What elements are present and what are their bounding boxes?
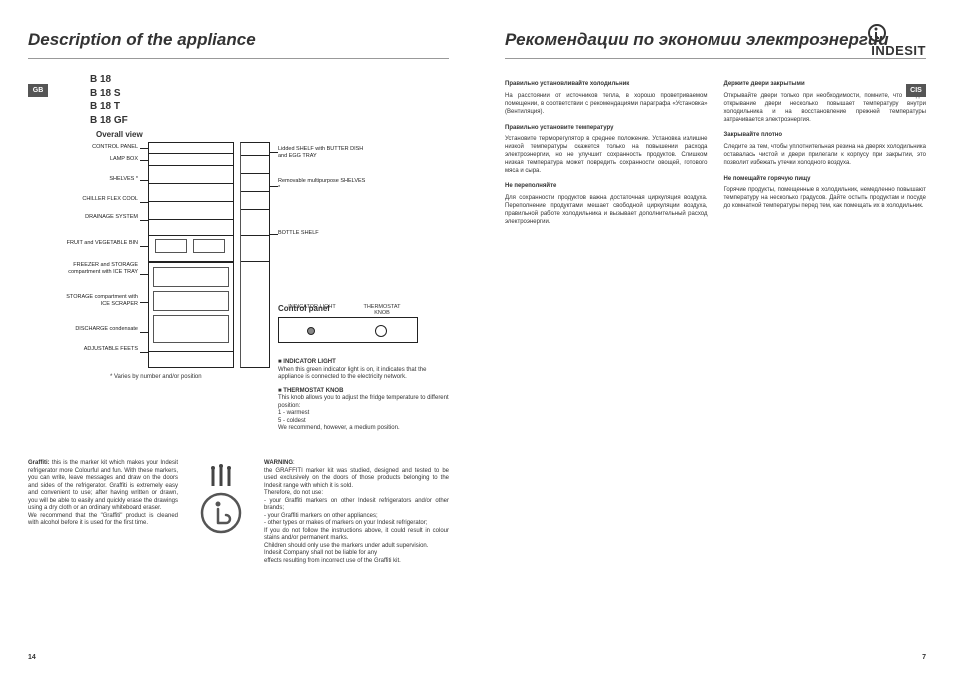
callout: BOTTLE SHELF [278, 230, 368, 236]
callout: FRUIT and VEGETABLE BIN [62, 240, 138, 246]
column-2: Держите двери закрытыми Открывайте двери… [724, 73, 927, 232]
lang-badge: CIS [906, 84, 926, 97]
markers-icon [207, 464, 235, 486]
control-panel-diagram: INDICATOR LIGHT THERMOSTAT KNOB [278, 317, 418, 343]
model: B 18 [90, 73, 449, 87]
callout: STORAGE compartment with ICE SCRAPER [62, 294, 138, 307]
brand-circle-icon [200, 492, 242, 534]
lang-badge: GB [28, 84, 48, 97]
bottom-area: Graffiti: this is the marker kit which m… [28, 460, 449, 565]
note-varies: * Varies by number and/or position [110, 374, 202, 380]
brand-name: INDESIT [871, 43, 926, 58]
callout: DISCHARGE condensate [62, 326, 138, 332]
model-list: B 18 B 18 S B 18 T B 18 GF [90, 73, 449, 127]
callout: FREEZER and STORAGE compartment with ICE… [62, 262, 138, 275]
callout: SHELVES * [62, 176, 138, 182]
page-number: 7 [922, 654, 926, 661]
callout: CONTROL PANEL [62, 144, 138, 150]
model: B 18 S [90, 87, 449, 101]
callout: ADJUSTABLE FEETS [62, 346, 138, 352]
brand-mark-icon [868, 24, 886, 42]
page-title: Description of the appliance [28, 30, 449, 50]
callout: Lidded SHELF with BUTTER DISH and EGG TR… [278, 146, 368, 159]
content-columns: Правильно установливайте холодильник На … [505, 73, 926, 232]
fridge-body [148, 142, 234, 368]
callout: DRAINAGE SYSTEM [62, 214, 138, 220]
title-rule [505, 58, 926, 59]
warning-text: WARNING: the GRAFFITI marker kit was stu… [264, 460, 449, 565]
brand-logo: INDESIT [868, 24, 926, 60]
model: B 18 T [90, 100, 449, 114]
page-title: Рекомендации по экономии электроэнергии [505, 30, 926, 50]
panel-label: INDICATOR LIGHT [287, 304, 337, 310]
icon-column [196, 460, 246, 565]
panel-label: THERMOSTAT KNOB [357, 304, 407, 316]
bullet-item: ■ THERMOSTAT KNOB This knob allows you t… [278, 388, 453, 433]
graffiti-text: Graffiti: this is the marker kit which m… [28, 460, 178, 565]
page-right: INDESIT Рекомендации по экономии электро… [477, 0, 954, 675]
callout: Removable multipurpose SHELVES * [278, 178, 368, 191]
page-number: 14 [28, 654, 36, 661]
overall-view-label: Overall view [96, 130, 449, 139]
model: B 18 GF [90, 114, 449, 128]
page-left: Description of the appliance GB B 18 B 1… [0, 0, 477, 675]
fridge-door [240, 142, 270, 368]
callout: LAMP BOX [62, 156, 138, 162]
appliance-diagram: CONTROL PANEL LAMP BOX SHELVES * CHILLER… [28, 142, 449, 382]
callout: CHILLER FLEX COOL [62, 196, 138, 202]
title-rule [28, 58, 449, 59]
column-1: Правильно установливайте холодильник На … [505, 73, 708, 232]
